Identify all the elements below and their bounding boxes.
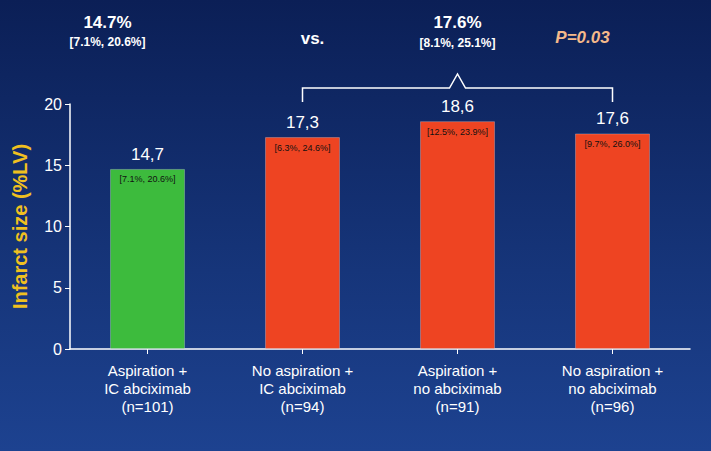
svg-text:(n=94): (n=94): [281, 398, 325, 415]
svg-text:P=0.03: P=0.03: [555, 28, 610, 47]
svg-text:Aspiration +: Aspiration +: [418, 362, 498, 379]
svg-text:[8.1%, 25.1%]: [8.1%, 25.1%]: [419, 36, 495, 50]
svg-text:Aspiration +: Aspiration +: [108, 362, 188, 379]
svg-text:[9.7%, 26.0%]: [9.7%, 26.0%]: [584, 139, 640, 149]
svg-text:vs.: vs.: [301, 29, 325, 48]
svg-text:17,6: 17,6: [596, 109, 629, 128]
svg-text:5: 5: [53, 279, 62, 296]
svg-text:(n=101): (n=101): [121, 398, 173, 415]
svg-text:no abciximab: no abciximab: [568, 380, 656, 397]
svg-text:17,3: 17,3: [286, 113, 319, 132]
svg-text:IC abciximab: IC abciximab: [104, 380, 191, 397]
svg-text:14,7: 14,7: [131, 145, 164, 164]
svg-text:(n=91): (n=91): [436, 398, 480, 415]
svg-text:10: 10: [44, 218, 62, 235]
svg-text:No aspiration +: No aspiration +: [562, 362, 664, 379]
svg-text:0: 0: [53, 341, 62, 358]
svg-text:17.6%: 17.6%: [433, 13, 481, 32]
svg-text:IC abciximab: IC abciximab: [259, 380, 346, 397]
svg-text:[7.1%, 20.6%]: [7.1%, 20.6%]: [119, 174, 175, 184]
svg-text:no abciximab: no abciximab: [413, 380, 501, 397]
svg-text:Infarct size (%LV): Infarct size (%LV): [9, 144, 31, 309]
svg-text:15: 15: [44, 157, 62, 174]
svg-text:No aspiration +: No aspiration +: [252, 362, 354, 379]
svg-text:(n=96): (n=96): [591, 398, 635, 415]
svg-text:[7.1%, 20.6%]: [7.1%, 20.6%]: [69, 35, 145, 49]
svg-text:14.7%: 14.7%: [83, 13, 131, 32]
svg-text:20: 20: [44, 96, 62, 113]
svg-text:[12.5%, 23.9%]: [12.5%, 23.9%]: [427, 127, 488, 137]
svg-text:[6.3%, 24.6%]: [6.3%, 24.6%]: [274, 143, 330, 153]
svg-text:18,6: 18,6: [441, 97, 474, 116]
